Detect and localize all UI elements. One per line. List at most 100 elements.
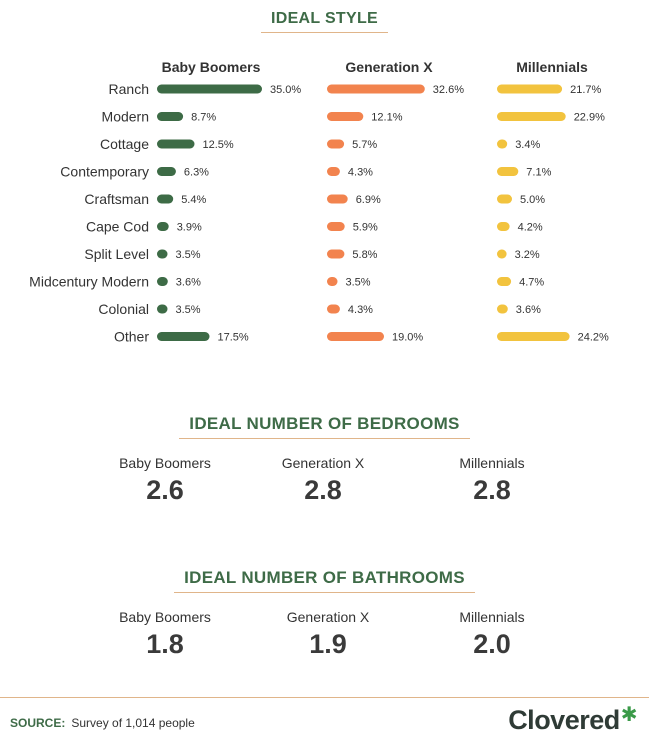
- bar-baby-boomers-midcentury-modern: [157, 277, 168, 286]
- bedrooms-stat-generation-x: Generation X 2.8: [233, 455, 413, 506]
- category-label-other: Other: [114, 329, 149, 345]
- stat-value: 2.8: [473, 475, 511, 505]
- bar-baby-boomers-contemporary: [157, 167, 176, 176]
- bar-millennials-colonial: [497, 304, 508, 314]
- bar-generation-x-midcentury-modern: [327, 277, 338, 286]
- value-label-baby-boomers-cottage: 12.5%: [203, 139, 234, 151]
- bar-baby-boomers-cottage: [157, 139, 195, 149]
- value-label-millennials-ranch: 21.7%: [570, 84, 601, 96]
- bar-millennials-cape-cod: [497, 222, 510, 231]
- category-label-cottage: Cottage: [100, 136, 149, 152]
- category-label-colonial: Colonial: [98, 301, 149, 317]
- value-label-generation-x-other: 19.0%: [392, 332, 423, 344]
- bar-baby-boomers-modern: [157, 112, 184, 121]
- value-label-baby-boomers-midcentury-modern: 3.6%: [176, 277, 201, 289]
- bedrooms-title: IDEAL NUMBER OF BEDROOMS: [0, 414, 649, 439]
- bathrooms-stat-millennials: Millennials 2.0: [402, 609, 582, 660]
- bar-baby-boomers-split-level: [157, 249, 168, 259]
- clover-icon: ✱: [620, 704, 638, 726]
- category-label-midcentury-modern: Midcentury Modern: [29, 274, 149, 290]
- value-label-baby-boomers-contemporary: 6.3%: [184, 167, 209, 179]
- value-label-generation-x-contemporary: 4.3%: [348, 167, 373, 179]
- series-header-millennials: Millennials: [516, 59, 588, 75]
- bedrooms-stat-millennials: Millennials 2.8: [402, 455, 582, 506]
- stat-label: Baby Boomers: [119, 609, 211, 625]
- value-label-generation-x-cottage: 5.7%: [352, 139, 377, 151]
- bar-generation-x-modern: [327, 112, 364, 121]
- bedrooms-stats: Baby Boomers 2.6 Generation X 2.8 Millen…: [0, 455, 649, 525]
- category-label-contemporary: Contemporary: [60, 164, 149, 180]
- value-label-millennials-cottage: 3.4%: [515, 139, 540, 151]
- bathrooms-stats: Baby Boomers 1.8 Generation X 1.9 Millen…: [0, 609, 649, 679]
- bar-millennials-midcentury-modern: [497, 277, 512, 286]
- stat-value: 2.0: [473, 629, 511, 659]
- source-note: SOURCE: Survey of 1,014 people: [10, 716, 195, 730]
- bar-millennials-other: [497, 332, 570, 341]
- stat-value: 2.6: [146, 475, 184, 505]
- bar-baby-boomers-colonial: [157, 304, 168, 314]
- bar-generation-x-other: [327, 332, 384, 341]
- category-label-split-level: Split Level: [84, 246, 149, 262]
- category-label-ranch: Ranch: [109, 81, 149, 97]
- stat-label: Baby Boomers: [119, 455, 211, 471]
- bathrooms-title-text: IDEAL NUMBER OF BATHROOMS: [174, 568, 475, 593]
- bar-baby-boomers-ranch: [157, 84, 262, 94]
- bar-baby-boomers-other: [157, 332, 210, 341]
- stat-label: Generation X: [286, 609, 370, 625]
- stat-label: Millennials: [459, 455, 525, 471]
- bar-generation-x-ranch: [327, 84, 425, 94]
- value-label-millennials-cape-cod: 4.2%: [518, 222, 543, 234]
- stat-value: 1.8: [146, 629, 184, 659]
- bar-baby-boomers-craftsman: [157, 194, 174, 204]
- value-label-millennials-other: 24.2%: [578, 332, 609, 344]
- value-label-generation-x-colonial: 4.3%: [348, 304, 373, 316]
- stat-label: Millennials: [459, 609, 525, 625]
- value-label-millennials-modern: 22.9%: [574, 112, 605, 124]
- value-label-baby-boomers-cape-cod: 3.9%: [177, 222, 202, 234]
- footer: SOURCE: Survey of 1,014 people Clovered✱: [0, 697, 649, 743]
- value-label-millennials-colonial: 3.6%: [516, 304, 541, 316]
- bar-generation-x-split-level: [327, 249, 345, 259]
- bar-generation-x-cape-cod: [327, 222, 345, 231]
- category-label-craftsman: Craftsman: [84, 191, 149, 207]
- category-label-cape-cod: Cape Cod: [86, 219, 149, 235]
- value-label-baby-boomers-craftsman: 5.4%: [181, 194, 206, 206]
- value-label-generation-x-midcentury-modern: 3.5%: [346, 277, 371, 289]
- bar-baby-boomers-cape-cod: [157, 222, 169, 231]
- category-label-modern: Modern: [102, 109, 149, 125]
- value-label-generation-x-modern: 12.1%: [371, 112, 402, 124]
- value-label-baby-boomers-ranch: 35.0%: [270, 84, 301, 96]
- bathrooms-stat-generation-x: Generation X 1.9: [238, 609, 418, 660]
- value-label-baby-boomers-other: 17.5%: [218, 332, 249, 344]
- value-label-millennials-contemporary: 7.1%: [526, 167, 551, 179]
- bar-generation-x-craftsman: [327, 194, 348, 204]
- bar-millennials-cottage: [497, 139, 508, 149]
- stat-value: 1.9: [309, 629, 347, 659]
- source-label: SOURCE:: [10, 716, 66, 730]
- bar-generation-x-cottage: [327, 139, 345, 149]
- bathrooms-title: IDEAL NUMBER OF BATHROOMS: [0, 568, 649, 593]
- value-label-generation-x-cape-cod: 5.9%: [353, 222, 378, 234]
- bar-millennials-contemporary: [497, 167, 519, 176]
- bar-millennials-craftsman: [497, 194, 512, 204]
- series-header-baby-boomers: Baby Boomers: [162, 59, 261, 75]
- ideal-style-title: IDEAL STYLE: [0, 10, 649, 33]
- value-label-generation-x-split-level: 5.8%: [352, 249, 377, 261]
- logo-text: Clovered: [508, 705, 620, 735]
- bathrooms-stat-baby-boomers: Baby Boomers 1.8: [75, 609, 255, 660]
- clovered-logo: Clovered✱: [508, 704, 638, 736]
- value-label-generation-x-ranch: 32.6%: [433, 84, 464, 96]
- bar-generation-x-colonial: [327, 304, 340, 314]
- value-label-baby-boomers-modern: 8.7%: [191, 112, 216, 124]
- value-label-millennials-split-level: 3.2%: [515, 249, 540, 261]
- bar-millennials-split-level: [497, 249, 507, 259]
- value-label-millennials-craftsman: 5.0%: [520, 194, 545, 206]
- value-label-baby-boomers-split-level: 3.5%: [176, 249, 201, 261]
- bedrooms-stat-baby-boomers: Baby Boomers 2.6: [75, 455, 255, 506]
- bar-millennials-modern: [497, 112, 566, 121]
- bedrooms-title-text: IDEAL NUMBER OF BEDROOMS: [179, 414, 470, 439]
- series-header-generation-x: Generation X: [345, 59, 433, 75]
- ideal-style-title-text: IDEAL STYLE: [260, 10, 389, 33]
- value-label-baby-boomers-colonial: 3.5%: [176, 304, 201, 316]
- source-text: Survey of 1,014 people: [71, 716, 195, 730]
